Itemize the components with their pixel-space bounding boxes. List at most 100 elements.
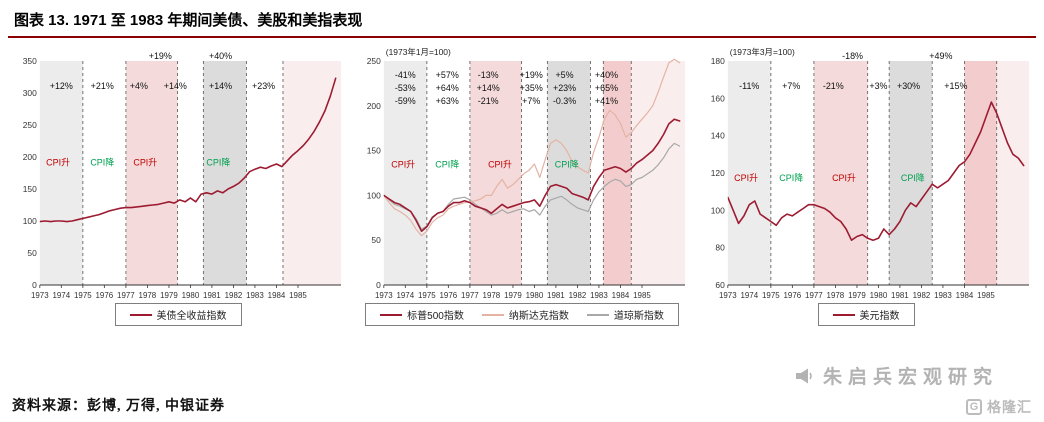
period-band	[964, 61, 997, 285]
period-band	[631, 61, 686, 285]
legend-item: 美债全收益指数	[129, 307, 227, 322]
svg-text:+12%: +12%	[50, 81, 73, 91]
period-band	[603, 61, 632, 285]
svg-text:1976: 1976	[783, 291, 801, 300]
svg-text:1981: 1981	[547, 291, 565, 300]
legend-item: 道琼斯指数	[586, 307, 664, 322]
return-annotations: +12% +21% +4% +14% +14% +23% +19% +40%	[50, 51, 275, 91]
svg-text:+5%: +5%	[555, 70, 573, 80]
svg-text:1985: 1985	[633, 291, 651, 300]
us-stock-legend: 标普500指数 纳斯达克指数 道琼斯指数	[365, 303, 679, 326]
legend-swatch	[481, 313, 504, 316]
svg-text:1980: 1980	[182, 291, 200, 300]
svg-text:1979: 1979	[848, 291, 866, 300]
svg-text:1985: 1985	[289, 291, 307, 300]
usd-index-legend: 美元指数	[817, 303, 915, 326]
svg-text:+63%: +63%	[436, 96, 459, 106]
charts-row: 0 50 100 150 200 250 300 350 1973 1974 1975 1976 197…	[0, 38, 1044, 326]
legend-label: 标普500指数	[407, 311, 464, 322]
period-band	[813, 61, 868, 285]
svg-text:1973: 1973	[31, 291, 49, 300]
svg-text:1974: 1974	[52, 291, 70, 300]
svg-text:+35%: +35%	[520, 83, 543, 93]
series-line	[383, 118, 681, 232]
megaphone-icon	[794, 367, 814, 385]
svg-text:1976: 1976	[95, 291, 113, 300]
svg-text:+41%: +41%	[595, 96, 618, 106]
period-band	[39, 61, 83, 285]
svg-text:150: 150	[367, 146, 381, 156]
svg-text:1983: 1983	[590, 291, 608, 300]
series-line	[383, 58, 681, 237]
svg-text:CPI升: CPI升	[46, 157, 70, 167]
svg-text:0: 0	[376, 280, 381, 290]
svg-text:1983: 1983	[934, 291, 952, 300]
legend-label: 美元指数	[859, 311, 900, 322]
svg-text:1978: 1978	[483, 291, 501, 300]
legend-item: 美元指数	[832, 307, 900, 322]
svg-text:-41%: -41%	[395, 70, 416, 80]
svg-text:1974: 1974	[740, 291, 758, 300]
svg-text:CPI升: CPI升	[734, 173, 758, 183]
svg-text:1983: 1983	[246, 291, 264, 300]
period-band	[383, 61, 427, 285]
svg-text:50: 50	[27, 248, 37, 258]
svg-text:+3%: +3%	[869, 81, 887, 91]
svg-text:-13%: -13%	[478, 70, 499, 80]
svg-text:140: 140	[711, 131, 725, 141]
figure-title: 图表 13. 1971 至 1983 年期间美债、美股和美指表现	[8, 0, 1036, 38]
svg-text:CPI降: CPI降	[555, 159, 579, 170]
gelonghui-logo: G 格隆汇	[966, 397, 1032, 417]
svg-text:+57%: +57%	[436, 70, 459, 80]
svg-text:50: 50	[371, 235, 381, 245]
svg-text:200: 200	[23, 152, 37, 162]
legend-swatch	[380, 313, 403, 316]
svg-text:-0.3%: -0.3%	[553, 96, 576, 106]
source-note: 资料来源：彭博, 万得, 中银证券	[12, 399, 225, 414]
svg-text:1973: 1973	[719, 291, 737, 300]
cpi-labels: CPI升 CPI降 CPI升 CPI降	[46, 156, 230, 167]
period-band	[125, 61, 178, 285]
y-axis-labels: 60 80 100 120 140 160 180	[711, 56, 725, 290]
svg-text:250: 250	[23, 120, 37, 130]
y-axis-labels: 0 50 100 150 200 250 300 350	[23, 56, 37, 290]
svg-text:120: 120	[711, 168, 725, 178]
watermark: 朱启兵宏观研究	[794, 362, 998, 389]
legend-label: 纳斯达克指数	[508, 311, 569, 322]
base-note: (1973年1月=100)	[386, 47, 451, 57]
svg-text:+23%: +23%	[252, 81, 275, 91]
svg-text:+14%: +14%	[209, 81, 232, 91]
svg-text:-59%: -59%	[395, 96, 416, 106]
series-line	[727, 101, 1025, 241]
svg-text:+7%: +7%	[782, 81, 800, 91]
svg-text:1984: 1984	[612, 291, 630, 300]
legend-swatch	[832, 313, 855, 316]
svg-text:CPI降: CPI降	[90, 156, 114, 167]
svg-text:1977: 1977	[805, 291, 823, 300]
legend-item: 纳斯达克指数	[481, 307, 569, 322]
base-note: (1973年3月=100)	[730, 47, 795, 57]
period-band	[203, 61, 247, 285]
svg-text:CPI降: CPI降	[435, 159, 459, 170]
svg-text:1982: 1982	[913, 291, 931, 300]
svg-text:1974: 1974	[396, 291, 414, 300]
svg-text:1975: 1975	[762, 291, 780, 300]
chart-panel-us-stocks: 0 50 100 150 200 250 1973 1974 1975 1976 1977 1978 1…	[354, 43, 690, 326]
return-annotations: -11% +7% -21% +3% +30% +15% -18% +49%	[739, 51, 967, 91]
gelonghui-logo-mark: G	[966, 399, 982, 415]
legend-swatch	[586, 313, 609, 316]
svg-text:+4%: +4%	[130, 81, 148, 91]
cpi-labels: CPI升 CPI降 CPI升 CPI降	[391, 159, 578, 170]
x-axis-labels: 1973 1974 1975 1976 1977 1978 1979 1980 1981 1982…	[375, 285, 651, 300]
svg-text:+19%: +19%	[149, 51, 172, 61]
legend-swatch	[129, 313, 152, 316]
svg-text:+49%: +49%	[929, 51, 952, 61]
svg-text:1981: 1981	[203, 291, 221, 300]
legend-item: 标普500指数	[380, 307, 464, 322]
svg-text:CPI降: CPI降	[206, 156, 230, 167]
svg-text:80: 80	[715, 243, 725, 253]
